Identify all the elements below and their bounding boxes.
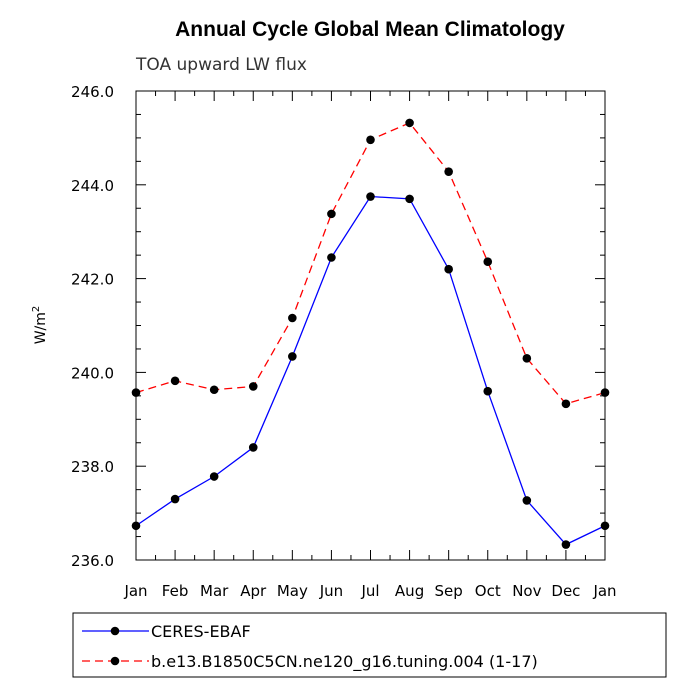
y-tick-label: 246.0 — [71, 83, 114, 101]
series-1-point — [405, 194, 414, 204]
y-axis-label: W/m2 — [31, 306, 49, 345]
y-tick-label: 240.0 — [71, 364, 114, 382]
chart-title: Annual Cycle Global Mean Climatology — [175, 18, 565, 41]
x-tick-label: Jan — [123, 582, 147, 600]
legend-label-2: b.e13.B1850C5CN.ne120_g16.tuning.004 (1-… — [151, 652, 538, 672]
chart-subtitle: TOA upward LW flux — [135, 55, 307, 75]
x-tick-label: May — [277, 582, 308, 600]
legend-marker-1 — [110, 626, 120, 636]
series-2-point — [600, 388, 610, 397]
series-2-point — [444, 167, 453, 176]
legend-marker-2 — [110, 656, 120, 666]
y-tick-label: 236.0 — [71, 552, 114, 570]
series-2-point — [209, 385, 219, 395]
series-2-point — [327, 209, 336, 219]
series-2-point — [405, 118, 414, 128]
series-1-point — [131, 521, 141, 531]
legend: CERES-EBAF b.e13.B1850C5CN.ne120_g16.tuni… — [72, 612, 667, 678]
x-tick-label: Dec — [551, 582, 580, 600]
y-tick-label: 238.0 — [71, 458, 114, 476]
series-1-point — [561, 540, 571, 549]
series-1-point — [248, 443, 258, 452]
x-tick-label: Jun — [319, 582, 343, 600]
series-2-point — [522, 354, 532, 363]
series-2-point — [170, 376, 180, 386]
series-2-point — [561, 399, 571, 409]
series-1-point — [366, 192, 375, 201]
series-2-point — [483, 257, 493, 267]
series-2-point — [131, 388, 141, 397]
legend-box — [72, 612, 667, 678]
x-tick-label: Feb — [162, 582, 189, 600]
series-1-point — [327, 253, 336, 262]
y-tick-label: 242.0 — [71, 271, 114, 289]
series-1-point — [170, 494, 180, 504]
x-tick-label: Apr — [240, 582, 267, 600]
x-tick-label: Mar — [200, 582, 229, 600]
series-1-point — [444, 264, 453, 274]
series-1-point — [600, 521, 610, 531]
legend-label-1: CERES-EBAF — [151, 622, 251, 641]
series-2-point — [288, 313, 297, 323]
x-tick-label: Sep — [435, 582, 463, 600]
series-1-point — [483, 386, 493, 396]
x-tick-label: Oct — [475, 582, 501, 600]
y-tick-label: 244.0 — [71, 177, 114, 195]
plot-frame — [135, 90, 606, 561]
plot-area: Jan Feb Mar Apr May Jun Jul Aug Sep Oct Nov Dec Jan 2… — [71, 83, 617, 600]
series-line-1 — [135, 195, 606, 546]
x-tick-label: Jan — [592, 582, 616, 600]
series-1-point — [288, 352, 297, 361]
x-tick-label: Jul — [360, 582, 379, 600]
x-tick-label: Aug — [395, 582, 424, 600]
series-1-point — [209, 472, 219, 481]
series-1-point — [522, 496, 532, 505]
y-axis-label-superscript: 2 — [31, 306, 42, 312]
series-2-point — [248, 382, 258, 391]
series-2-point — [366, 135, 375, 145]
y-axis-label-base: W/m — [33, 312, 49, 344]
x-tick-label: Nov — [512, 582, 541, 600]
series-line-2 — [135, 122, 606, 405]
